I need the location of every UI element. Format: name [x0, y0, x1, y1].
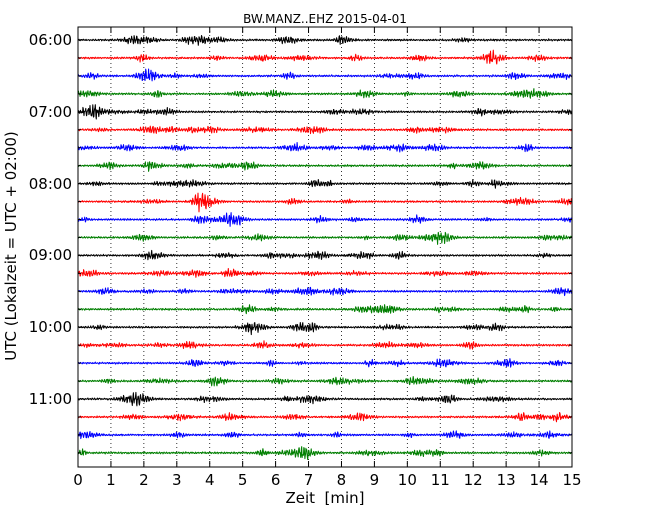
- x-tick-label: 11: [430, 471, 450, 489]
- x-tick-label: 14: [529, 471, 549, 489]
- x-tick-label: 7: [303, 471, 314, 489]
- y-tick-label: 11:00: [28, 390, 72, 408]
- y-tick-label: 07:00: [28, 102, 72, 121]
- x-tick-label: 2: [139, 471, 149, 489]
- seismic-trace: [77, 212, 573, 227]
- plot-frame: [77, 26, 573, 468]
- seismic-trace: [77, 49, 573, 65]
- y-axis-label: UTC (Lokalzeit = UTC + 02:00): [2, 131, 20, 361]
- seismic-trace: [77, 340, 573, 350]
- seismic-trace: [77, 142, 573, 153]
- seismic-trace: [77, 161, 573, 172]
- seismic-trace: [77, 391, 573, 407]
- seismic-trace: [77, 249, 573, 261]
- x-tick-label: 3: [172, 471, 182, 489]
- y-tick-label: 06:00: [28, 31, 72, 49]
- seismic-trace: [77, 104, 573, 120]
- x-tick-label: 15: [562, 471, 582, 489]
- x-tick-label: 6: [270, 471, 281, 489]
- seismic-trace: [77, 125, 573, 135]
- seismic-trace: [77, 88, 573, 99]
- seismic-trace: [77, 231, 573, 245]
- x-tick-label: 13: [496, 471, 516, 489]
- x-tick-label: 0: [73, 471, 83, 489]
- trace-group: [77, 35, 573, 460]
- x-tick-label: 1: [106, 471, 116, 489]
- seismic-trace: [77, 322, 573, 336]
- x-tick-label: 8: [336, 471, 347, 489]
- x-tick-label: 10: [397, 471, 417, 489]
- x-tick-label: 4: [204, 471, 215, 489]
- plot-background: [78, 27, 572, 467]
- y-tick-label: 09:00: [28, 246, 72, 265]
- seismic-trace: [77, 446, 573, 460]
- chart-title: BW.MANZ..EHZ 2015-04-01: [243, 12, 407, 26]
- seismic-trace: [77, 304, 573, 315]
- seismic-trace: [77, 178, 573, 189]
- seismic-trace: [77, 411, 573, 423]
- y-tick-label: 08:00: [28, 174, 72, 193]
- x-axis-label: Zeit [min]: [285, 489, 365, 507]
- seismic-trace: [77, 430, 573, 440]
- x-tick-label: 9: [369, 471, 380, 489]
- x-tick-label: 12: [463, 471, 483, 489]
- seismic-trace: [77, 68, 573, 82]
- seismic-trace: [77, 192, 573, 213]
- y-tick-label: 10:00: [28, 318, 72, 337]
- x-tick-label: 5: [237, 471, 248, 489]
- seismic-trace: [77, 267, 573, 278]
- seismic-trace: [77, 376, 573, 387]
- seismic-trace: [77, 358, 573, 368]
- seismic-trace: [77, 35, 573, 46]
- seismic-trace: [77, 286, 573, 297]
